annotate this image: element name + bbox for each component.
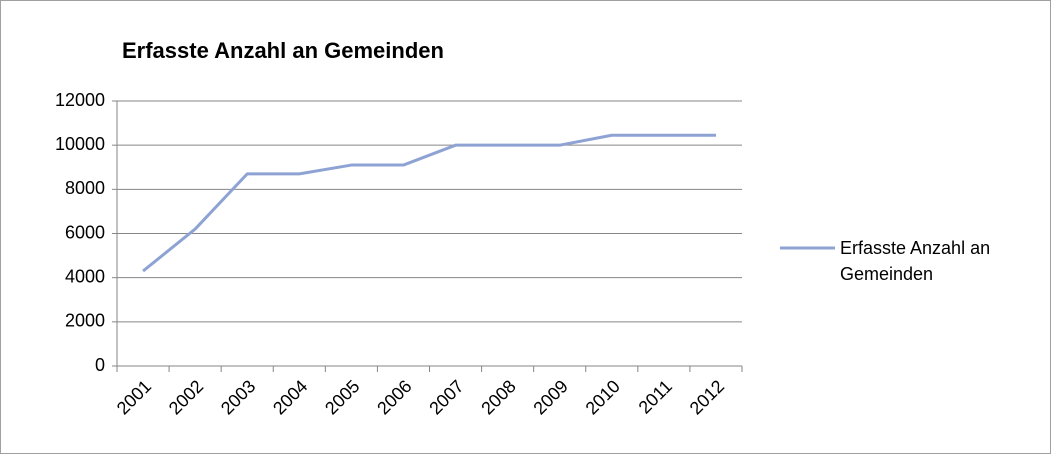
y-tick-label: 0 <box>95 355 105 375</box>
y-tick-label: 10000 <box>55 134 105 154</box>
line-series <box>142 133 716 273</box>
y-tick-label: 4000 <box>65 266 105 286</box>
y-tick-label: 12000 <box>55 90 105 110</box>
legend-label: Erfasste Anzahl an Gemeinden <box>840 238 991 284</box>
y-tick-label: 2000 <box>65 311 105 331</box>
chart-title: Erfasste Anzahl an Gemeinden <box>122 38 444 63</box>
y-tick-label: 8000 <box>65 178 105 198</box>
y-tick-label: 6000 <box>65 222 105 242</box>
